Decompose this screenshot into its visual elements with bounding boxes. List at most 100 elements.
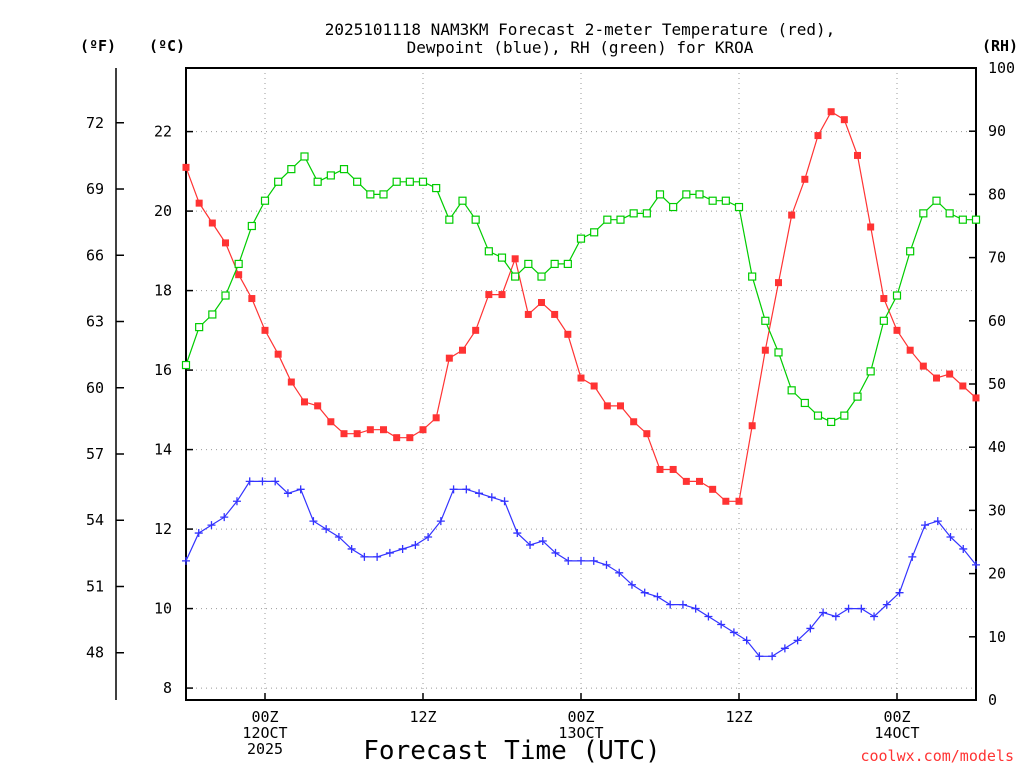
rh-point bbox=[590, 228, 599, 237]
dewpoint-point bbox=[475, 489, 484, 498]
temperature-point bbox=[511, 255, 519, 263]
temperature-point bbox=[380, 426, 387, 434]
temperature-point bbox=[538, 299, 545, 307]
dewpoint-point bbox=[487, 493, 496, 502]
celsius-tick-label: 22 bbox=[154, 123, 172, 141]
dewpoint-point bbox=[271, 477, 280, 486]
dewpoint-point bbox=[755, 652, 764, 661]
dewpoint-point bbox=[717, 620, 726, 629]
temperature-point bbox=[696, 477, 703, 485]
dewpoint-point bbox=[398, 544, 407, 553]
rh-point bbox=[774, 348, 783, 357]
dewpoint-point bbox=[780, 644, 789, 653]
dewpoint-point bbox=[538, 537, 547, 546]
temperature-point bbox=[340, 430, 348, 438]
dewpoint-point bbox=[526, 540, 535, 549]
dewpoint-point bbox=[283, 489, 292, 498]
temperature-point bbox=[406, 434, 414, 442]
dewpoint-point bbox=[742, 636, 751, 645]
temperature-point bbox=[551, 310, 559, 318]
rh-point bbox=[418, 177, 428, 186]
temperature-point bbox=[235, 271, 243, 279]
temperature-point bbox=[327, 418, 335, 426]
temperature-point bbox=[459, 346, 466, 354]
temperature-point bbox=[366, 426, 374, 434]
x-tick-label: 2025 bbox=[247, 740, 283, 758]
dewpoint-point bbox=[678, 600, 687, 609]
rh-point bbox=[221, 291, 230, 300]
temperature-point bbox=[669, 465, 677, 473]
dewpoint-point bbox=[666, 600, 675, 609]
celsius-tick-label: 8 bbox=[163, 679, 172, 697]
temperature-line bbox=[185, 110, 977, 502]
fahrenheit-tick-label: 57 bbox=[86, 445, 104, 463]
fahrenheit-unit-label: (ºF) bbox=[80, 37, 116, 55]
dewpoint-point bbox=[245, 477, 254, 486]
rh-point bbox=[919, 209, 928, 218]
temperature-point bbox=[248, 295, 256, 303]
dewpoint-point bbox=[411, 540, 420, 549]
rh-point bbox=[326, 171, 335, 180]
rh-point bbox=[497, 253, 507, 262]
rh-point bbox=[484, 247, 493, 256]
fahrenheit-tick-label: 63 bbox=[86, 313, 104, 331]
fahrenheit-tick-label: 60 bbox=[86, 379, 104, 397]
temperature-point bbox=[182, 163, 190, 171]
rh-point bbox=[550, 259, 559, 269]
dewpoint-point bbox=[946, 533, 955, 542]
temperature-point bbox=[959, 382, 967, 390]
rh-point bbox=[879, 316, 888, 325]
dewpoint-point bbox=[768, 652, 777, 661]
dewpoint-point bbox=[653, 592, 662, 601]
rh-point bbox=[366, 190, 375, 199]
rh-point bbox=[576, 234, 586, 243]
rh-point bbox=[787, 386, 796, 395]
temperature-point bbox=[314, 402, 322, 410]
rh-point bbox=[932, 196, 941, 205]
dewpoint-point bbox=[959, 544, 968, 553]
rh-point bbox=[313, 177, 322, 186]
temperature-point bbox=[287, 378, 295, 386]
dewpoint-point bbox=[564, 556, 573, 565]
chart-grid bbox=[186, 68, 976, 700]
dewpoint-point bbox=[322, 525, 331, 534]
fahrenheit-tick-label: 72 bbox=[86, 114, 104, 132]
x-tick-label: 00Z bbox=[567, 708, 594, 726]
temperature-point bbox=[603, 402, 611, 410]
dewpoint-point bbox=[806, 624, 815, 633]
temperature-point bbox=[906, 346, 914, 354]
temperature-point bbox=[854, 151, 861, 159]
fahrenheit-tick-label: 69 bbox=[86, 180, 104, 198]
dewpoint-point bbox=[921, 521, 930, 530]
celsius-tick-label: 12 bbox=[154, 520, 172, 538]
dewpoint-point bbox=[640, 588, 649, 597]
dewpoint-point bbox=[972, 560, 980, 569]
dewpoint-point bbox=[627, 580, 636, 589]
rh-point bbox=[195, 323, 204, 332]
rh-point bbox=[642, 209, 651, 218]
rh-tick-label: 80 bbox=[988, 185, 1006, 203]
rh-point bbox=[669, 202, 678, 212]
temperature-point bbox=[274, 350, 282, 358]
dewpoint-point bbox=[462, 485, 471, 494]
fahrenheit-tick-label: 51 bbox=[86, 577, 104, 595]
temperature-point bbox=[656, 465, 664, 473]
x-tick-label: 12Z bbox=[725, 708, 752, 726]
rh-point bbox=[208, 310, 217, 319]
dewpoint-point bbox=[895, 588, 904, 597]
rh-point bbox=[840, 411, 849, 420]
rh-tick-label: 30 bbox=[988, 501, 1006, 519]
dewpoint-point bbox=[615, 568, 624, 577]
rh-tick-label: 70 bbox=[988, 249, 1006, 267]
rh-tick-label: 40 bbox=[988, 438, 1006, 456]
rh-point bbox=[247, 221, 256, 231]
x-axis-title: Forecast Time (UTC) bbox=[363, 736, 660, 766]
x-tick-label: 12OCT bbox=[242, 724, 287, 742]
rh-point bbox=[432, 183, 441, 193]
rh-point bbox=[813, 411, 823, 420]
rh-point bbox=[629, 209, 638, 218]
rh-point bbox=[300, 152, 309, 161]
dewpoint-point bbox=[309, 517, 318, 526]
rh-point bbox=[563, 259, 572, 269]
temperature-point bbox=[432, 414, 440, 422]
